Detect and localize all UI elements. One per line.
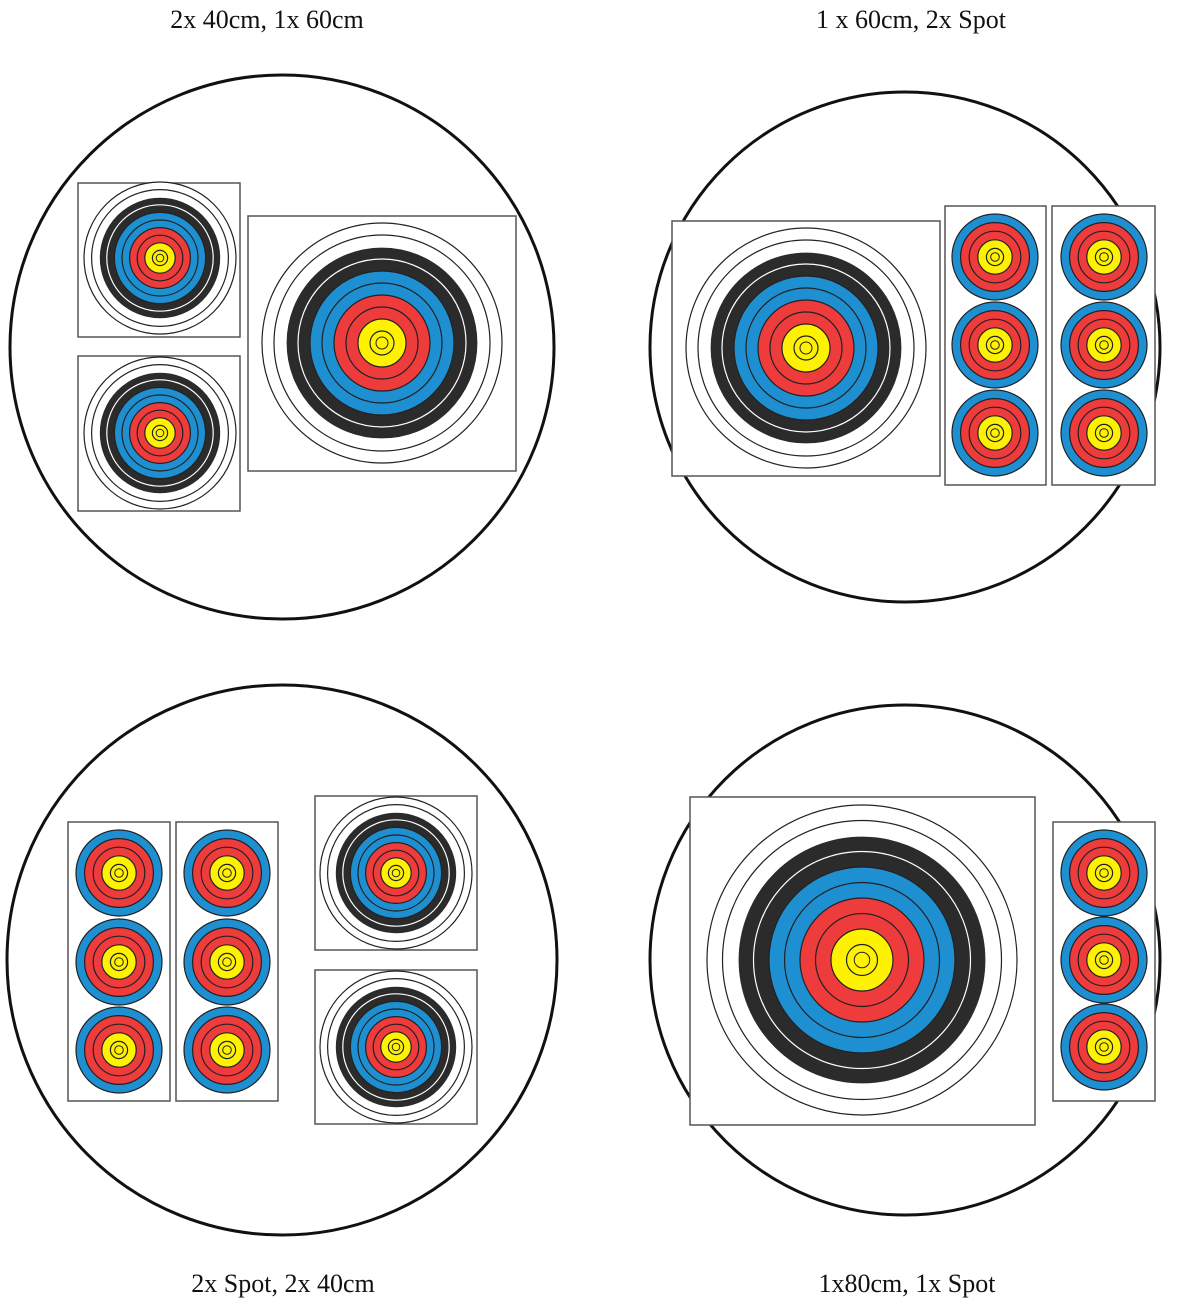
spot-x-ring xyxy=(114,868,124,878)
spot-ring xyxy=(1094,1037,1114,1057)
spot-ring xyxy=(985,335,1005,355)
spot-x-ring xyxy=(990,252,1000,262)
target-x-ring xyxy=(799,341,813,355)
target-x-ring xyxy=(155,253,165,263)
target-x-ring xyxy=(375,336,389,350)
spot-ring xyxy=(109,1040,129,1060)
target-ring xyxy=(369,330,395,356)
spot-x-ring xyxy=(1099,1042,1109,1052)
spot-ring xyxy=(985,423,1005,443)
spot-ring xyxy=(1094,950,1114,970)
target-ring xyxy=(387,1038,405,1056)
target-x-ring xyxy=(391,1042,401,1052)
spot-ring xyxy=(1094,423,1114,443)
spot-x-ring xyxy=(1099,340,1109,350)
caption: 1 x 60cm, 2x Spot xyxy=(816,5,1007,34)
target-ring xyxy=(151,424,169,442)
spot-ring xyxy=(1094,247,1114,267)
spot-x-ring xyxy=(990,428,1000,438)
spot-ring xyxy=(217,863,237,883)
spot-x-ring xyxy=(1099,868,1109,878)
caption: 2x Spot, 2x 40cm xyxy=(191,1269,374,1298)
target-ring xyxy=(151,249,169,267)
artwork xyxy=(5,73,1162,1237)
target-x-ring xyxy=(853,951,871,969)
spot-x-ring xyxy=(222,868,232,878)
spot-ring xyxy=(1094,863,1114,883)
spot-x-ring xyxy=(1099,955,1109,965)
spot-x-ring xyxy=(114,957,124,967)
target-x-ring xyxy=(391,868,401,878)
target-ring xyxy=(387,864,405,882)
spot-x-ring xyxy=(1099,252,1109,262)
target-ring xyxy=(845,943,879,977)
spot-ring xyxy=(217,1040,237,1060)
spot-x-ring xyxy=(114,1045,124,1055)
spot-x-ring xyxy=(222,1045,232,1055)
spot-ring xyxy=(109,863,129,883)
spot-ring xyxy=(1094,335,1114,355)
spot-x-ring xyxy=(222,957,232,967)
target-ring xyxy=(793,335,819,361)
spot-ring xyxy=(985,247,1005,267)
target-x-ring xyxy=(155,428,165,438)
caption: 1x80cm, 1x Spot xyxy=(819,1269,997,1298)
spot-x-ring xyxy=(1099,428,1109,438)
spot-ring xyxy=(109,952,129,972)
spot-x-ring xyxy=(990,340,1000,350)
caption: 2x 40cm, 1x 60cm xyxy=(170,5,364,34)
spot-ring xyxy=(217,952,237,972)
